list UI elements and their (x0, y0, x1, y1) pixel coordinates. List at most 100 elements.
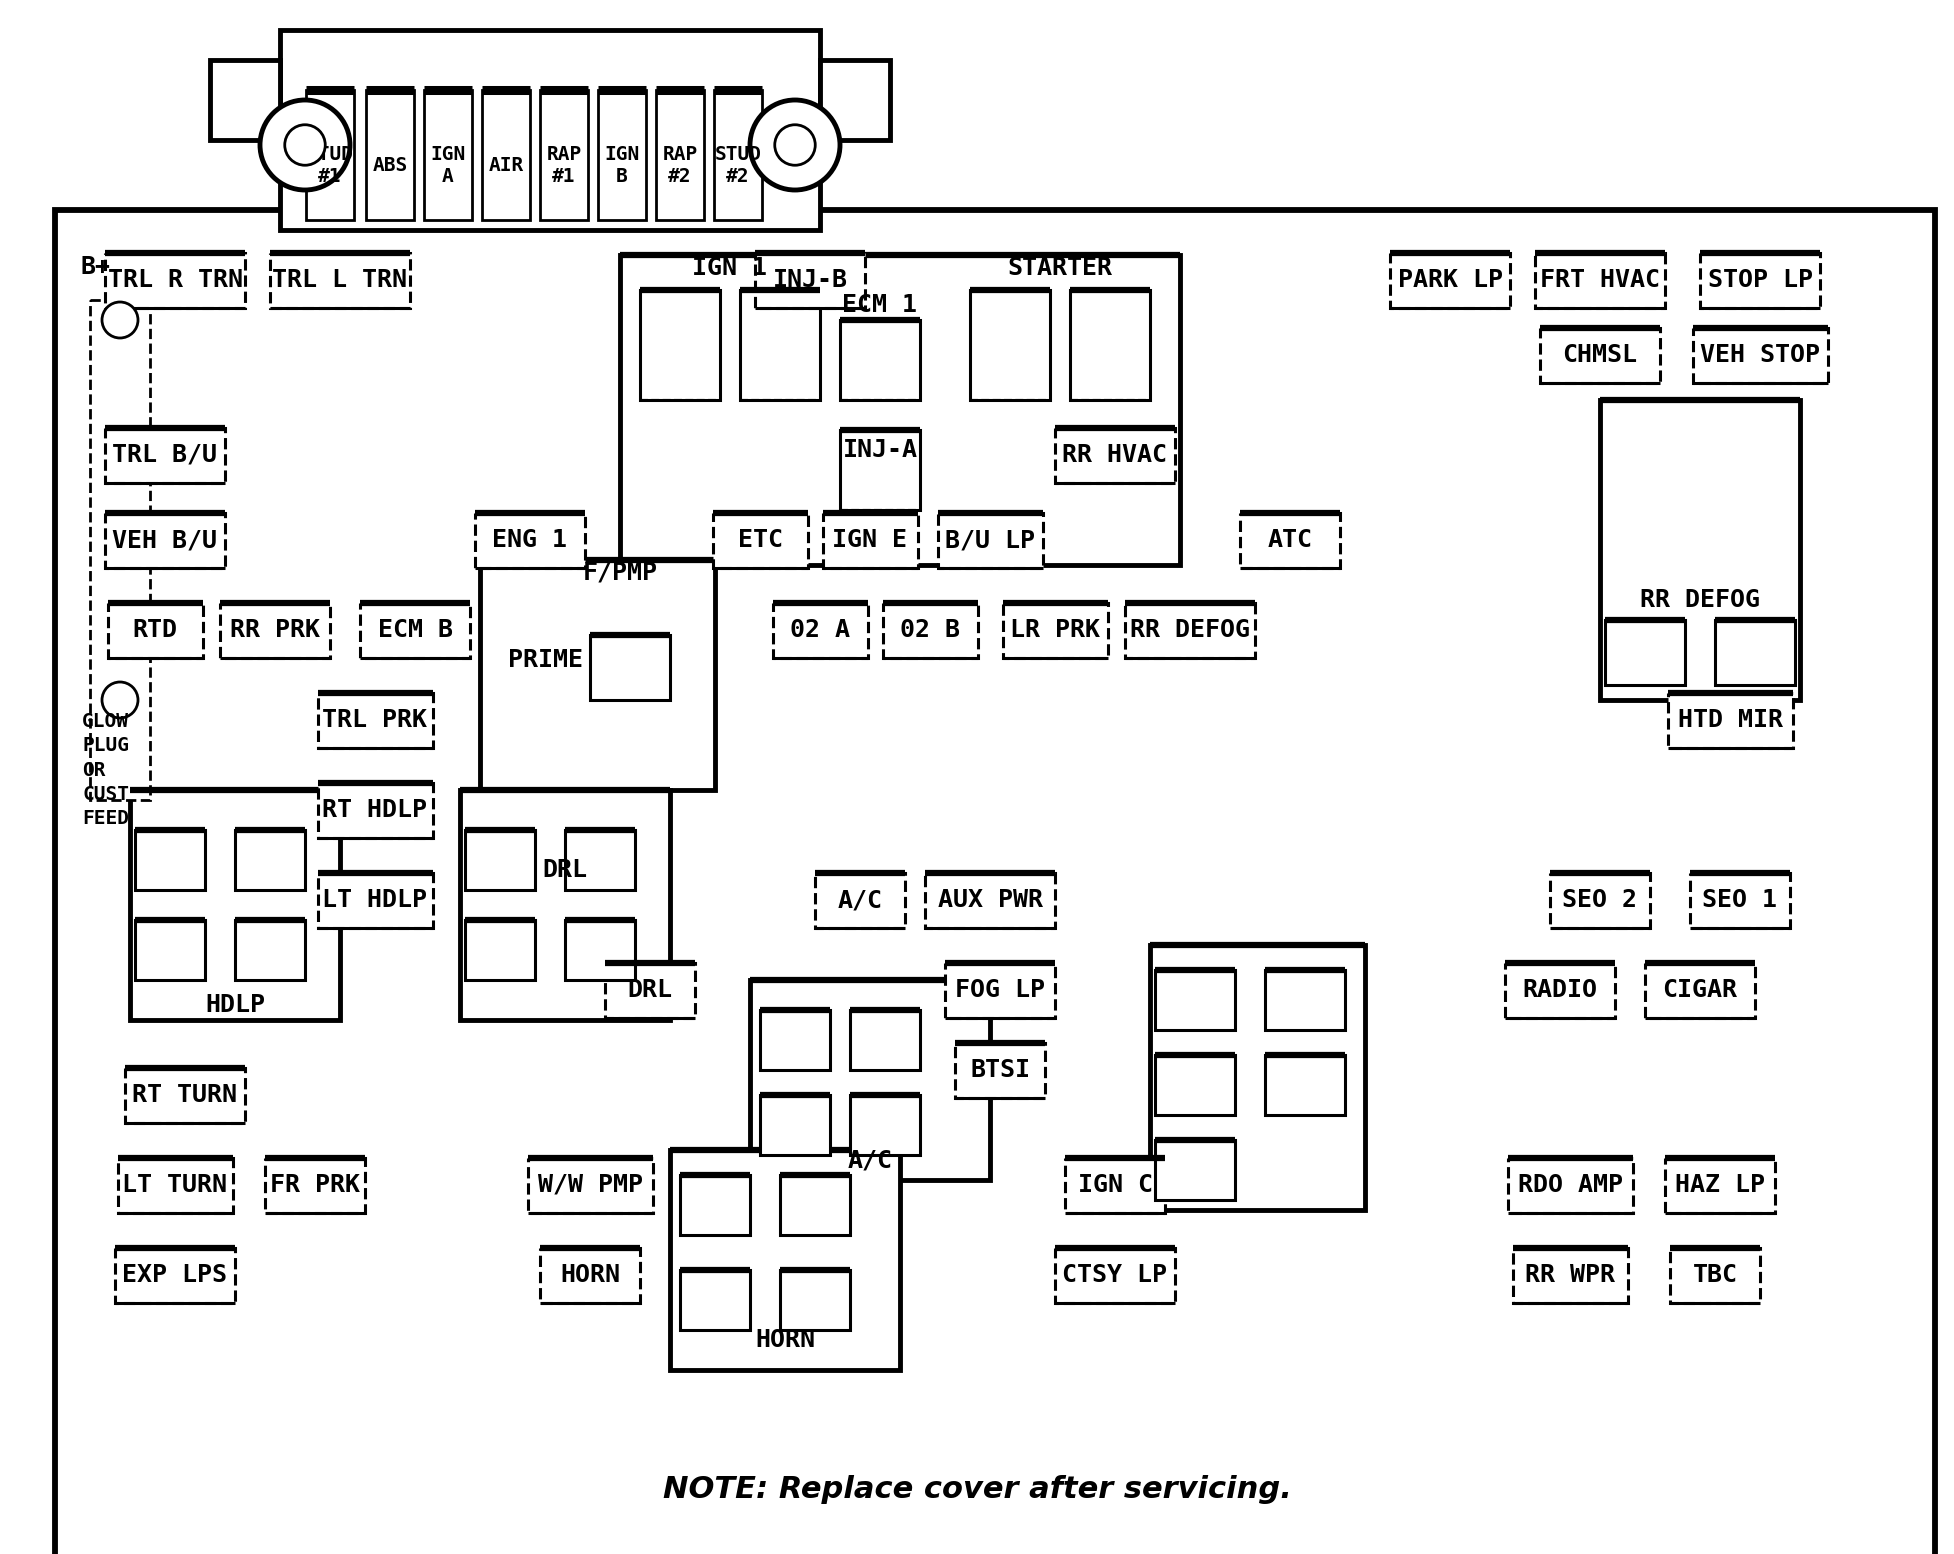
Bar (713, 90, 762, 221)
Circle shape (750, 99, 840, 190)
Bar (1264, 1055, 1344, 1116)
Text: EXP LPS: EXP LPS (123, 1263, 227, 1287)
Circle shape (102, 301, 139, 339)
Text: RAP
#2: RAP #2 (662, 145, 698, 186)
Bar (115, 1248, 234, 1302)
Bar (1055, 1248, 1174, 1302)
Bar (606, 962, 696, 1018)
Text: IGN 1: IGN 1 (692, 256, 768, 280)
Text: TRL B/U: TRL B/U (113, 443, 217, 468)
Text: INJ-B: INJ-B (772, 267, 848, 292)
Text: HTD MIR: HTD MIR (1677, 709, 1782, 732)
Text: ENG 1: ENG 1 (492, 528, 567, 552)
Text: VEH B/U: VEH B/U (113, 528, 217, 552)
Text: HAZ LP: HAZ LP (1675, 1173, 1764, 1197)
Text: STARTER: STARTER (1008, 256, 1112, 280)
Text: TRL L TRN: TRL L TRN (272, 267, 408, 292)
Bar (270, 252, 410, 308)
Circle shape (774, 124, 815, 165)
Bar (539, 1248, 641, 1302)
Bar (840, 320, 920, 399)
Bar (475, 513, 584, 567)
Bar (1507, 1158, 1632, 1212)
Bar (713, 513, 807, 567)
Text: ECM 1: ECM 1 (842, 294, 918, 317)
Text: LT HDLP: LT HDLP (322, 887, 428, 912)
Bar (279, 30, 821, 230)
Bar (107, 603, 203, 657)
Bar (1002, 603, 1108, 657)
Bar (465, 830, 535, 890)
Bar (1667, 693, 1792, 747)
Text: RT HDLP: RT HDLP (322, 799, 428, 822)
Text: F/PMP: F/PMP (582, 561, 657, 584)
Bar (780, 1270, 850, 1330)
Text: IGN
B: IGN B (604, 145, 639, 186)
Bar (641, 291, 719, 399)
Text: BTSI: BTSI (969, 1058, 1030, 1082)
Text: CIGAR: CIGAR (1663, 977, 1737, 1002)
Text: SEO 1: SEO 1 (1702, 887, 1778, 912)
Text: RDO AMP: RDO AMP (1518, 1173, 1622, 1197)
Circle shape (102, 682, 139, 718)
Bar (760, 1010, 830, 1071)
Bar (741, 291, 821, 399)
Bar (1692, 328, 1827, 382)
Bar (1645, 962, 1755, 1018)
Bar (750, 981, 991, 1179)
Text: FR PRK: FR PRK (270, 1173, 360, 1197)
Bar (539, 90, 588, 221)
Bar (946, 962, 1055, 1018)
Text: HORN: HORN (754, 1329, 815, 1352)
Text: RTD: RTD (133, 618, 178, 642)
Bar (823, 513, 918, 567)
Bar (266, 1158, 365, 1212)
Bar (1389, 252, 1510, 308)
Text: A/C: A/C (848, 1148, 893, 1172)
Bar (1155, 970, 1235, 1030)
Bar (221, 603, 330, 657)
Bar (1241, 513, 1340, 567)
Text: TRL R TRN: TRL R TRN (107, 267, 242, 292)
Text: HORN: HORN (561, 1263, 619, 1287)
Bar (1505, 962, 1616, 1018)
Text: STUD
#2: STUD #2 (715, 145, 762, 186)
Bar (850, 1010, 920, 1071)
Text: ECM B: ECM B (377, 618, 453, 642)
Text: IGN
A: IGN A (430, 145, 465, 186)
Bar (821, 61, 889, 140)
Text: B+: B+ (80, 255, 109, 280)
Bar (131, 789, 340, 1019)
Bar (1600, 399, 1800, 699)
Bar (1671, 1248, 1761, 1302)
Text: STOP LP: STOP LP (1708, 267, 1813, 292)
Text: INJ-A: INJ-A (842, 438, 918, 462)
Bar (619, 255, 1180, 566)
Bar (317, 783, 432, 838)
Bar (670, 1150, 901, 1371)
Bar (780, 1175, 850, 1235)
Bar (125, 1068, 244, 1122)
Bar (598, 90, 647, 221)
Bar (680, 1175, 750, 1235)
Text: LT TURN: LT TURN (123, 1173, 227, 1197)
Text: AUX PWR: AUX PWR (938, 887, 1043, 912)
Bar (1155, 1141, 1235, 1200)
Bar (565, 920, 635, 981)
Bar (1550, 872, 1649, 928)
Text: TBC: TBC (1692, 1263, 1737, 1287)
Bar (459, 789, 670, 1019)
Text: RADIO: RADIO (1522, 977, 1598, 1002)
Bar (528, 1158, 653, 1212)
Bar (424, 90, 473, 221)
Text: IGN E: IGN E (832, 528, 907, 552)
Bar (106, 513, 225, 567)
Bar (1151, 945, 1366, 1211)
Bar (135, 920, 205, 981)
Circle shape (285, 124, 324, 165)
Bar (135, 830, 205, 890)
Text: RAP
#1: RAP #1 (547, 145, 582, 186)
Bar (234, 830, 305, 890)
Bar (360, 603, 471, 657)
Text: FRT HVAC: FRT HVAC (1540, 267, 1661, 292)
